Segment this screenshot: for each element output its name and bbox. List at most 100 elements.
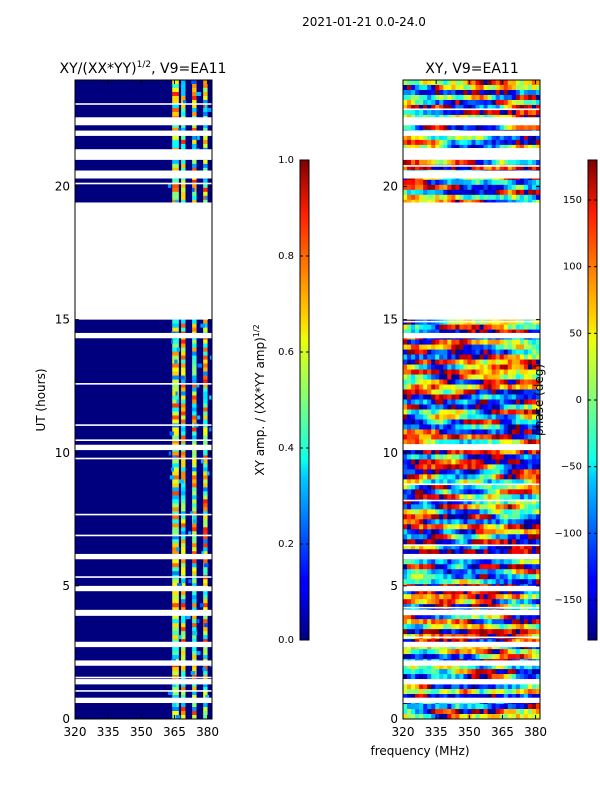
- phase-cell: [447, 454, 452, 460]
- phase-cell: [443, 349, 448, 355]
- phase-cell: [523, 424, 529, 430]
- phase-cell: [467, 439, 472, 445]
- phase-cell: [499, 80, 505, 86]
- phase-cell: [447, 464, 452, 470]
- phase-cell: [423, 199, 428, 206]
- phase-cell: [487, 199, 492, 206]
- phase-cell: [411, 104, 416, 111]
- phase-cell: [479, 199, 484, 206]
- phase-cell: [503, 654, 509, 660]
- amplitude-cell: [172, 123, 179, 129]
- amplitude-cell: [181, 539, 186, 544]
- amplitude-cell: [181, 567, 186, 572]
- amplitude-cell: [203, 399, 208, 404]
- phase-cell: [415, 674, 420, 680]
- phase-cell: [431, 594, 436, 600]
- phase-cell: [503, 504, 509, 510]
- phase-cell: [471, 404, 476, 410]
- phase-cell: [451, 144, 456, 151]
- phase-cell: [467, 384, 472, 390]
- amplitude-cell: [192, 455, 197, 460]
- phase-cell: [491, 459, 496, 465]
- phase-cell: [471, 624, 476, 630]
- phase-cell: [443, 104, 448, 111]
- amplitude-cell: [192, 683, 197, 688]
- phase-cell: [447, 434, 452, 440]
- phase-cell: [411, 324, 416, 330]
- phase-cell: [451, 199, 456, 206]
- phase-cell: [499, 514, 505, 520]
- phase-cell: [515, 519, 521, 525]
- phase-cell: [511, 479, 517, 485]
- phase-cell: [483, 669, 488, 675]
- phase-cell: [491, 409, 496, 415]
- phase-cell: [451, 479, 456, 485]
- phase-cell: [419, 599, 424, 605]
- phase-cell: [435, 619, 440, 625]
- amplitude-cell: [203, 631, 208, 636]
- phase-cell: [431, 199, 436, 206]
- phase-cell: [535, 164, 540, 171]
- phase-cell: [455, 469, 460, 475]
- phase-cell: [411, 684, 416, 690]
- phase-cell: [491, 669, 496, 675]
- phase-cell: [419, 379, 424, 385]
- phase-cell: [411, 614, 416, 620]
- phase-cell: [431, 499, 436, 505]
- amplitude-cell: [181, 695, 186, 700]
- phase-cell: [519, 489, 525, 495]
- amplitude-cell: [192, 715, 197, 719]
- phase-cell: [491, 594, 496, 600]
- phase-cell: [463, 464, 468, 470]
- amplitude-cell: [203, 711, 208, 716]
- phase-cell: [439, 369, 444, 375]
- phase-cell: [527, 469, 533, 475]
- phase-cell: [475, 624, 480, 630]
- amplitude-cell: [203, 511, 208, 516]
- amplitude-gap: [75, 130, 212, 136]
- phase-cell: [523, 339, 529, 345]
- phase-cell: [443, 514, 448, 520]
- phase-cell: [471, 529, 476, 535]
- phase-cell: [483, 474, 488, 480]
- phase-cell: [451, 664, 456, 670]
- amplitude-gap: [75, 697, 212, 704]
- phase-cell: [511, 164, 517, 171]
- amplitude-cell: [203, 531, 208, 536]
- phase-cell: [439, 569, 444, 575]
- phase-cell: [519, 614, 525, 620]
- amplitude-cell: [203, 467, 208, 472]
- phase-cell: [451, 179, 456, 186]
- phase-cell: [507, 354, 513, 360]
- phase-cell: [435, 549, 440, 555]
- phase-cell: [419, 144, 424, 151]
- phase-cell: [431, 344, 436, 350]
- amplitude-cell: [203, 379, 208, 384]
- phase-cell: [451, 464, 456, 470]
- phase-cell: [523, 449, 529, 455]
- phase-cell: [471, 629, 476, 635]
- amplitude-cell: [172, 419, 179, 424]
- phase-cell: [475, 344, 480, 350]
- phase-cell: [487, 574, 492, 580]
- phase-cell: [499, 184, 505, 191]
- phase-cell: [471, 549, 476, 555]
- amplitude-cell: [181, 467, 186, 472]
- phase-cell: [463, 639, 468, 645]
- phase-cell: [455, 84, 460, 91]
- phase-cell: [467, 464, 472, 470]
- phase-cell: [475, 324, 480, 330]
- phase-cell: [491, 454, 496, 460]
- phase-cell: [519, 549, 525, 555]
- phase-cell: [479, 404, 484, 410]
- phase-cell: [475, 124, 480, 131]
- phase-cell: [411, 359, 416, 365]
- phase-cell: [483, 564, 488, 570]
- phase-cell: [487, 434, 492, 440]
- phase-cell: [455, 684, 460, 690]
- phase-cell: [471, 564, 476, 570]
- phase-cell: [447, 179, 452, 186]
- phase-cell: [495, 369, 501, 375]
- phase-cell: [471, 364, 476, 370]
- phase-cell: [423, 564, 428, 570]
